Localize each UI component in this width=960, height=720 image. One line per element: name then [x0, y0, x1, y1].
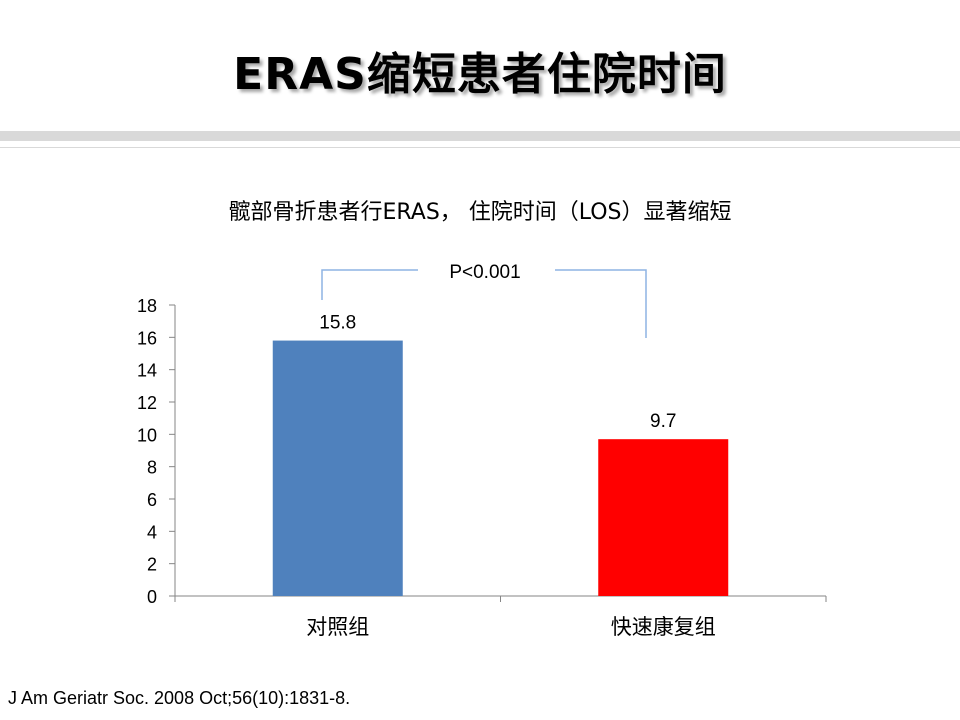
- significance-bracket-right: [555, 269, 647, 338]
- y-tick-label: 0: [147, 587, 157, 607]
- data-label: 9.7: [650, 411, 676, 432]
- y-tick-label: 16: [137, 328, 157, 348]
- y-tick-label: 12: [137, 393, 157, 413]
- header-divider-thin: [0, 147, 960, 148]
- y-tick-label: 2: [147, 555, 157, 575]
- slide-title: ERAS缩短患者住院时间: [233, 49, 727, 100]
- significance-bracket-left: [321, 269, 418, 300]
- chart-title: 髋部骨折患者行ERAS， 住院时间（LOS）显著缩短: [228, 200, 732, 225]
- y-tick-label: 8: [147, 458, 157, 478]
- bar: [598, 439, 729, 596]
- y-tick-label: 4: [147, 522, 157, 542]
- y-tick-label: 18: [137, 296, 157, 316]
- x-tick-label: 快速康复组: [611, 616, 716, 639]
- y-tick-label: 10: [137, 425, 157, 445]
- x-tick-label: 对照组: [306, 616, 369, 639]
- data-label: 15.8: [319, 313, 356, 334]
- citation: J Am Geriatr Soc. 2008 Oct;56(10):1831-8…: [8, 688, 351, 708]
- header-divider: [0, 131, 960, 141]
- bar: [272, 340, 403, 596]
- y-tick-label: 6: [147, 490, 157, 510]
- y-tick-label: 14: [137, 361, 157, 381]
- p-value-label: P<0.001: [449, 262, 520, 283]
